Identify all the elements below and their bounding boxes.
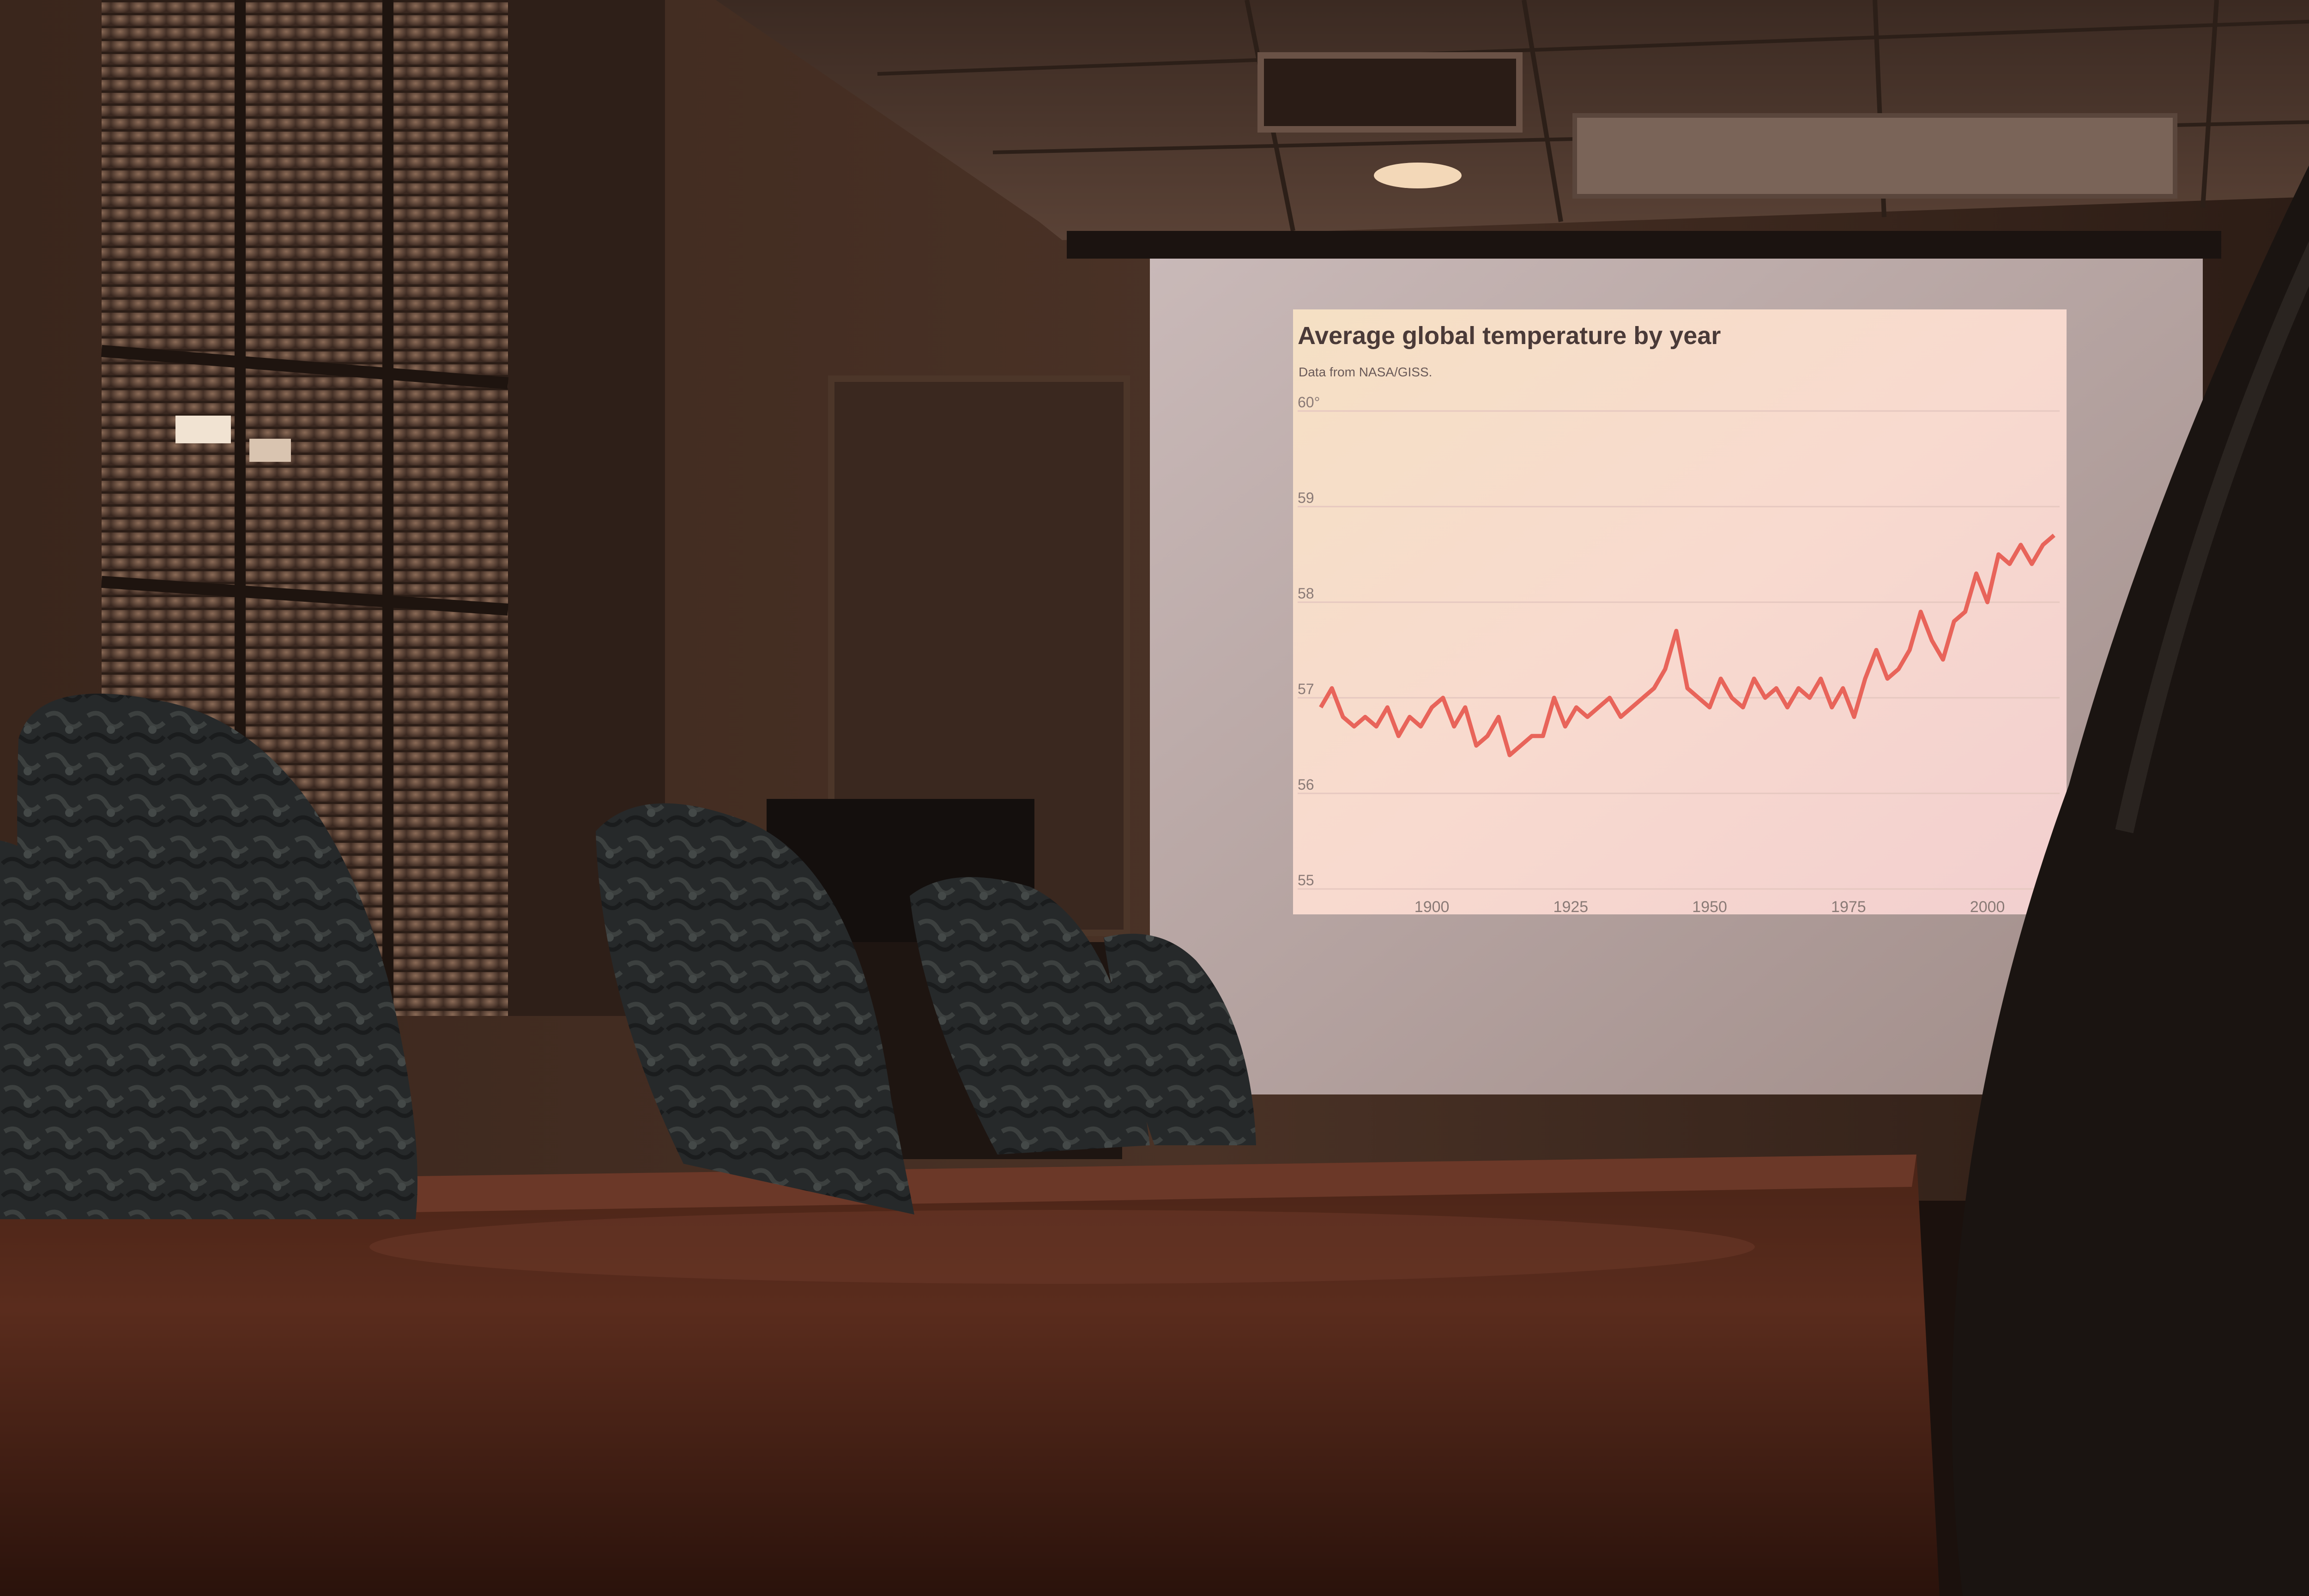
ceiling-downlight xyxy=(1374,163,1462,188)
chair xyxy=(910,877,1150,1155)
x-tick-label: 2000 xyxy=(1970,898,2005,916)
x-tick-label: 1975 xyxy=(1831,898,1866,916)
y-tick-label: 56 xyxy=(1298,776,1314,793)
y-tick-label: 55 xyxy=(1298,872,1314,889)
ceiling-light-panel xyxy=(1572,113,2177,199)
temperature-series-line xyxy=(1319,533,2055,757)
x-tick-label: 1925 xyxy=(1553,898,1589,916)
chair xyxy=(0,840,212,1219)
temperature-line-chart: 60° 59 58 57 56 55 1900 1925 1950 1975 2000 xyxy=(1298,394,2060,916)
y-tick-label: 57 xyxy=(1298,681,1314,697)
chair xyxy=(1104,933,1256,1145)
chair-foreground xyxy=(1952,165,2309,1596)
slide xyxy=(1293,309,2067,914)
y-tick-label: 58 xyxy=(1298,585,1314,602)
x-tick-label: 1950 xyxy=(1692,898,1727,916)
chair xyxy=(596,803,914,1215)
ceiling-vent xyxy=(1257,52,1523,133)
y-tick-label: 60° xyxy=(1298,394,1320,411)
x-tick-label: 1900 xyxy=(1414,898,1450,916)
screen-housing xyxy=(1067,231,2221,259)
slide-subtitle: Data from NASA/GISS. xyxy=(1299,365,1432,379)
slide-title: Average global temperature by year xyxy=(1298,322,1721,350)
y-tick-label: 59 xyxy=(1298,490,1314,506)
